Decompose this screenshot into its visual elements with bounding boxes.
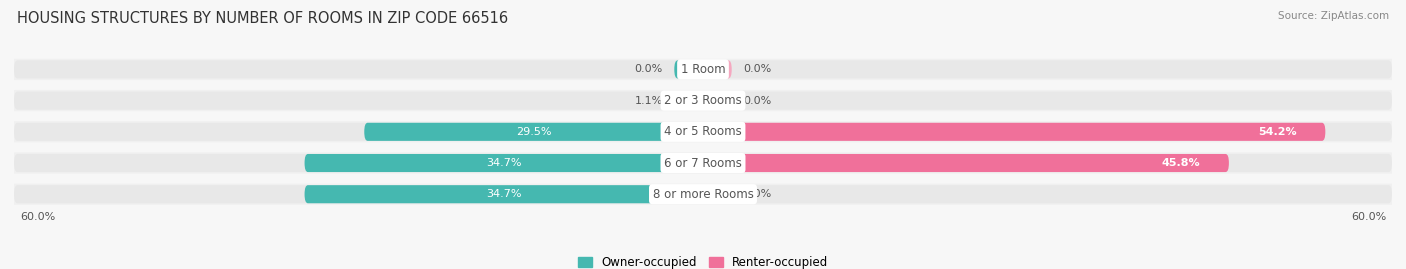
Text: 6 or 7 Rooms: 6 or 7 Rooms [664,157,742,169]
Text: 34.7%: 34.7% [486,158,522,168]
Text: 0.0%: 0.0% [634,64,662,75]
FancyBboxPatch shape [690,91,703,110]
Text: 60.0%: 60.0% [1351,212,1386,222]
FancyBboxPatch shape [14,153,1392,174]
FancyBboxPatch shape [14,185,1392,203]
Text: 8 or more Rooms: 8 or more Rooms [652,188,754,201]
Text: 0.0%: 0.0% [744,64,772,75]
Text: 54.2%: 54.2% [1258,127,1296,137]
FancyBboxPatch shape [364,123,703,141]
FancyBboxPatch shape [703,154,1229,172]
FancyBboxPatch shape [14,91,1392,110]
FancyBboxPatch shape [305,185,703,203]
FancyBboxPatch shape [305,154,703,172]
Text: 29.5%: 29.5% [516,127,551,137]
Text: 0.0%: 0.0% [744,189,772,199]
FancyBboxPatch shape [14,59,1392,80]
Text: 1 Room: 1 Room [681,63,725,76]
FancyBboxPatch shape [14,90,1392,111]
FancyBboxPatch shape [14,154,1392,172]
Text: 60.0%: 60.0% [20,212,55,222]
FancyBboxPatch shape [14,123,1392,141]
Text: 45.8%: 45.8% [1161,158,1201,168]
Text: 0.0%: 0.0% [744,95,772,106]
FancyBboxPatch shape [14,121,1392,142]
FancyBboxPatch shape [703,185,731,203]
FancyBboxPatch shape [703,123,1326,141]
Text: Source: ZipAtlas.com: Source: ZipAtlas.com [1278,11,1389,21]
FancyBboxPatch shape [703,60,731,79]
FancyBboxPatch shape [675,60,703,79]
Text: HOUSING STRUCTURES BY NUMBER OF ROOMS IN ZIP CODE 66516: HOUSING STRUCTURES BY NUMBER OF ROOMS IN… [17,11,508,26]
Text: 1.1%: 1.1% [634,95,662,106]
Text: 2 or 3 Rooms: 2 or 3 Rooms [664,94,742,107]
FancyBboxPatch shape [14,184,1392,205]
Text: 4 or 5 Rooms: 4 or 5 Rooms [664,125,742,138]
FancyBboxPatch shape [703,91,731,110]
Legend: Owner-occupied, Renter-occupied: Owner-occupied, Renter-occupied [572,252,834,269]
FancyBboxPatch shape [14,60,1392,79]
Text: 34.7%: 34.7% [486,189,522,199]
